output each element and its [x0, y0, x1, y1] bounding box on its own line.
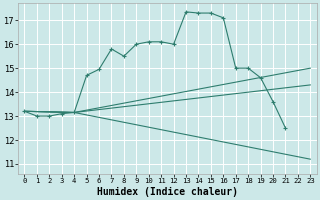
X-axis label: Humidex (Indice chaleur): Humidex (Indice chaleur)	[97, 186, 238, 197]
